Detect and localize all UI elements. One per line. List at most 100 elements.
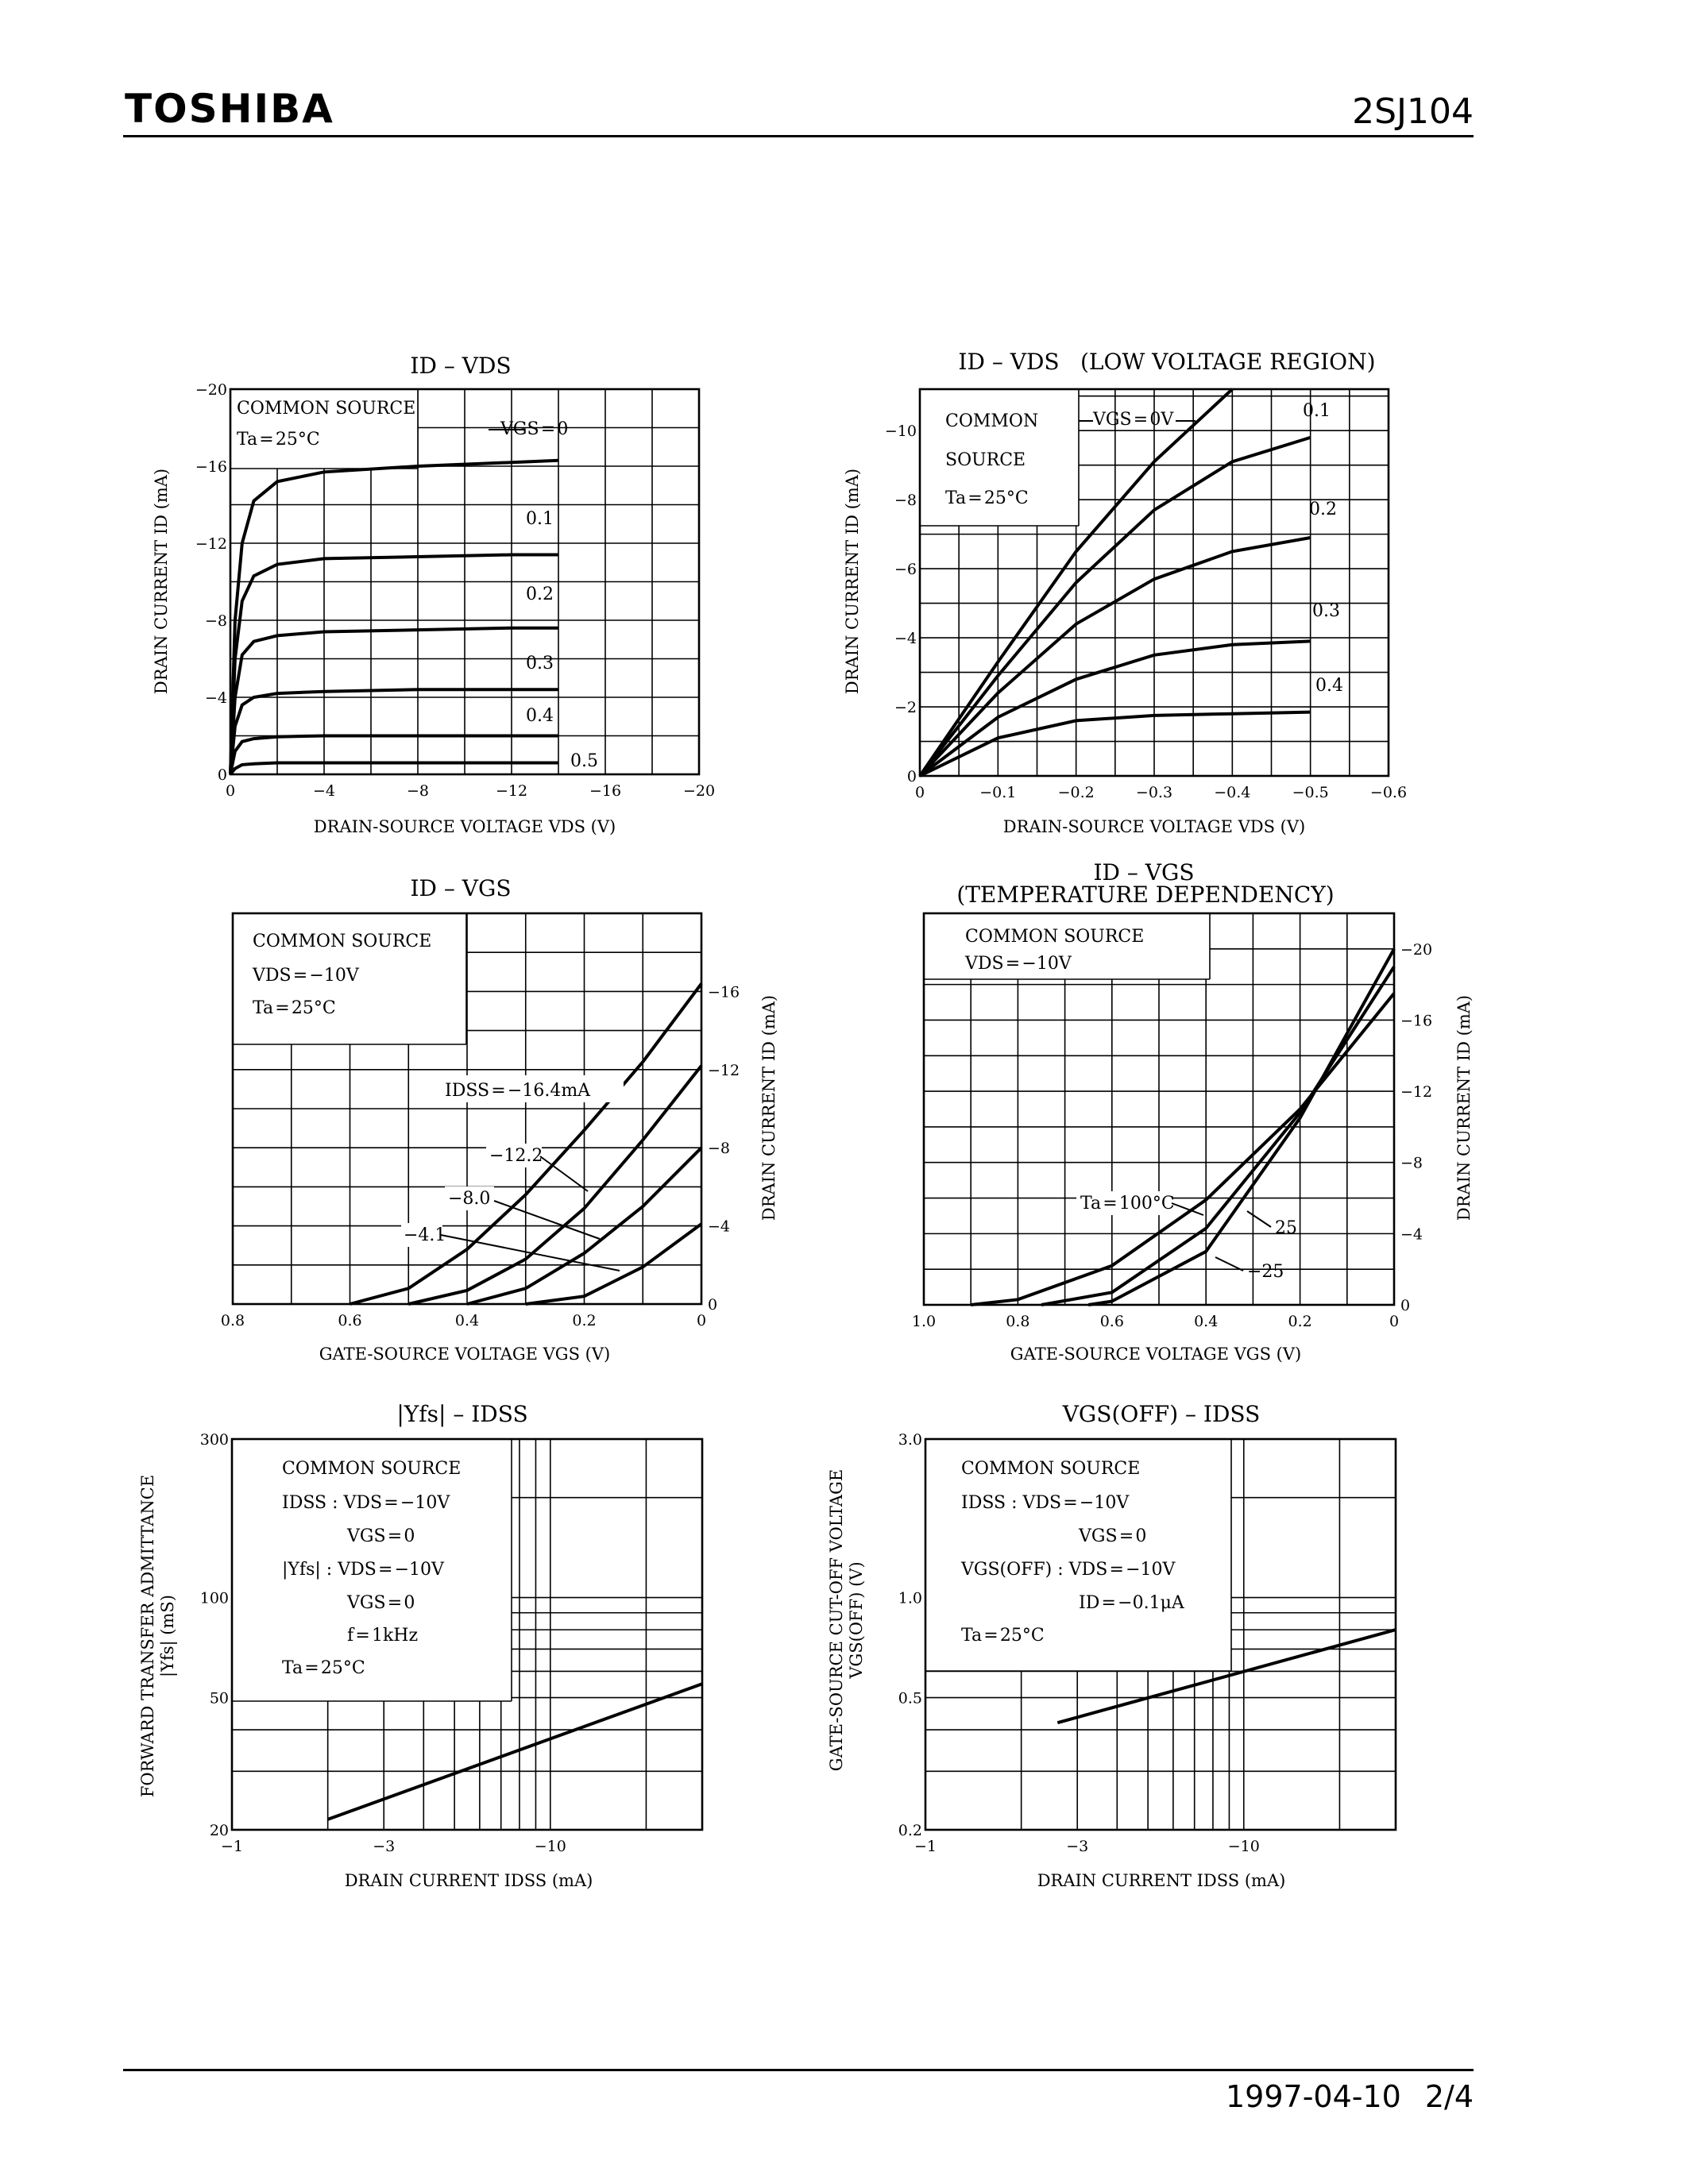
y-axis-label: |Yfs| (mS)	[158, 1595, 178, 1677]
legend-line: |Yfs| : VDS = −10V	[282, 1560, 445, 1580]
curve-label: 0.5	[570, 751, 598, 771]
chart-yfs-idss: |Yfs| – IDSS COMMON SOURCE IDSS : VDS = …	[138, 1401, 704, 1890]
chart-title: ID – VGS	[1093, 859, 1194, 886]
y-tick-label: 100	[200, 1590, 229, 1607]
curve-label: 0.1	[526, 509, 554, 529]
y-tick-label: −20	[1400, 941, 1432, 959]
legend-line: VGS = 0	[1078, 1526, 1146, 1546]
curve-label: −25	[1247, 1262, 1284, 1282]
series-line	[326, 1682, 703, 1821]
x-axis-label: DRAIN-SOURCE VOLTAGE VDS (V)	[314, 817, 616, 836]
chart-id-vgs-temperature: ID – VGS (TEMPERATURE DEPENDENCY) COMMON…	[912, 859, 1474, 1364]
legend-box	[232, 1439, 512, 1701]
x-tick-label: 0	[915, 784, 925, 801]
y-tick-label: 20	[210, 1822, 229, 1839]
curve-leader	[1171, 1202, 1204, 1216]
curve-label: 0.4	[1315, 676, 1343, 696]
y-tick-label: 0	[1400, 1297, 1410, 1314]
curve-leader	[539, 1156, 589, 1192]
series-line	[1041, 966, 1396, 1306]
series-line	[919, 710, 1311, 778]
series-line	[229, 734, 558, 775]
x-axis-label: GATE-SOURCE VOLTAGE VGS (V)	[319, 1345, 610, 1364]
chart-id-vds-low-voltage: ID – VDS (LOW VOLTAGE REGION) COMMON SOU…	[843, 349, 1407, 836]
x-tick-label: −0.5	[1292, 784, 1329, 801]
x-tick-label: 0	[697, 1312, 706, 1329]
y-tick-label: 3.0	[898, 1431, 922, 1449]
curve-label: 0.1	[1303, 401, 1331, 421]
x-tick-label: −1	[914, 1838, 937, 1855]
y-tick-label: −2	[894, 699, 917, 716]
y-tick-label: −8	[1400, 1155, 1423, 1172]
y-axis-label: DRAIN CURRENT ID (mA)	[152, 469, 171, 694]
x-tick-label: −10	[1228, 1838, 1260, 1855]
legend-line: COMMON SOURCE	[253, 932, 431, 951]
series-line	[525, 1222, 703, 1306]
curve-leader	[1215, 1256, 1244, 1271]
x-tick-label: −3	[1066, 1838, 1088, 1855]
series-line	[466, 1146, 703, 1306]
y-tick-label: −12	[1400, 1083, 1432, 1101]
footer-date: 1997-04-10	[1226, 2079, 1401, 2114]
series-line	[918, 435, 1311, 778]
y-axis-label: DRAIN CURRENT ID (mA)	[1454, 995, 1474, 1221]
legend-line: VDS = −10V	[964, 954, 1072, 974]
x-tick-label: −4	[313, 782, 335, 800]
x-tick-label: −1	[221, 1838, 243, 1855]
legend-line: COMMON SOURCE	[237, 399, 415, 419]
series-line	[1087, 947, 1396, 1306]
curve-label: −8.0	[448, 1189, 490, 1209]
chart-title: |Yfs| – IDSS	[396, 1401, 527, 1427]
legend-line: VGS = 0	[346, 1526, 415, 1546]
curve-leader	[440, 1234, 620, 1271]
x-tick-label: 0.6	[1100, 1313, 1124, 1330]
x-axis-label: GATE-SOURCE VOLTAGE VGS (V)	[1010, 1345, 1301, 1364]
y-tick-label: 0.2	[898, 1822, 922, 1839]
x-tick-label: 0	[1389, 1313, 1399, 1330]
x-tick-label: 0.2	[1288, 1313, 1311, 1330]
y-axis-label: VGS(OFF) (V)	[847, 1561, 866, 1679]
x-tick-label: −16	[589, 782, 621, 800]
series-line	[918, 536, 1311, 778]
series-line	[1056, 1628, 1396, 1725]
x-tick-label: −3	[373, 1838, 395, 1855]
series-line	[229, 626, 558, 775]
y-tick-label: −4	[894, 630, 917, 647]
curve-label: −4.1	[404, 1225, 446, 1245]
y-tick-label: −8	[708, 1140, 730, 1157]
chart-title: VGS(OFF) – IDSS	[1062, 1401, 1261, 1427]
y-tick-label: −4	[205, 689, 227, 707]
y-tick-label: 0	[218, 766, 227, 784]
x-tick-label: 0.8	[1006, 1313, 1029, 1330]
legend-box	[925, 1439, 1231, 1671]
y-tick-label: −4	[708, 1218, 730, 1236]
x-tick-label: −0.4	[1214, 784, 1250, 801]
curve-leader	[493, 1200, 601, 1240]
legend-line: COMMON SOURCE	[961, 1459, 1140, 1479]
x-tick-label: 0	[226, 782, 235, 800]
legend-box	[920, 389, 1079, 526]
y-tick-label: −16	[1400, 1012, 1432, 1029]
y-tick-label: −8	[205, 612, 227, 630]
legend-line: VGS(OFF) : VDS = −10V	[960, 1560, 1176, 1580]
y-axis-label: GATE-SOURCE CUT-OFF VOLTAGE	[827, 1469, 846, 1771]
legend-line: SOURCE	[945, 450, 1026, 470]
curve-label: IDSS = −16.4mA	[445, 1081, 591, 1101]
x-tick-label: −12	[496, 782, 527, 800]
x-axis-label: DRAIN-SOURCE VOLTAGE VDS (V)	[1003, 817, 1305, 836]
chart-title-note: (LOW VOLTAGE REGION)	[1080, 349, 1376, 375]
curve-leader	[1246, 1210, 1272, 1228]
x-tick-label: 0.6	[338, 1312, 361, 1329]
y-tick-label: −20	[195, 381, 227, 399]
footer-page: 2/4	[1424, 2079, 1474, 2114]
chart-title: ID – VDS	[958, 349, 1059, 375]
x-axis-label: DRAIN CURRENT IDSS (mA)	[345, 1871, 593, 1890]
part-number: 2SJ104	[1352, 91, 1474, 132]
x-tick-label: −0.3	[1136, 784, 1172, 801]
series-line	[229, 553, 558, 775]
x-tick-label: −20	[683, 782, 715, 800]
curve-label: 25	[1275, 1218, 1297, 1238]
x-tick-label: −0.6	[1370, 784, 1407, 801]
curve-label: 0.4	[526, 706, 554, 726]
y-tick-label: 1.0	[898, 1590, 922, 1607]
